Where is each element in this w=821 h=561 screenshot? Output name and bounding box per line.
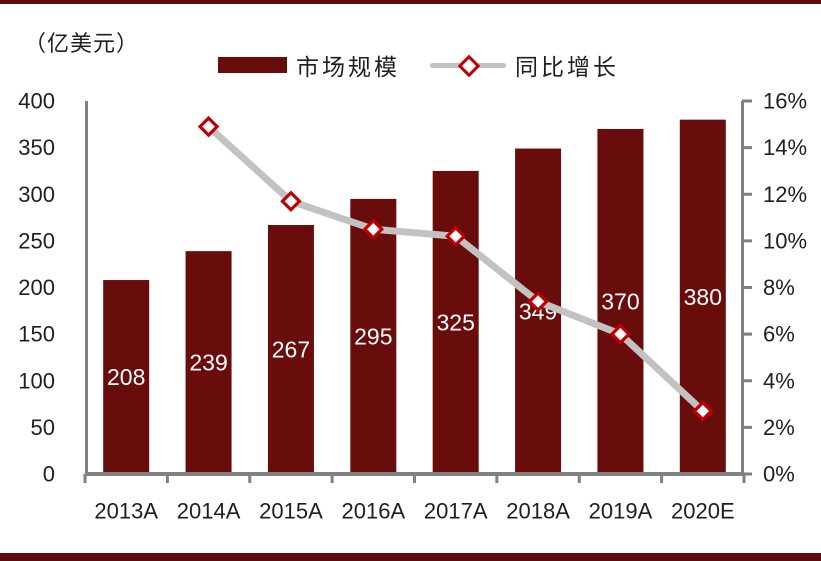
y-right-tick-label: 10% — [763, 228, 807, 253]
y-left-tick-label: 200 — [18, 275, 55, 300]
growth-marker — [444, 225, 467, 247]
growth-marker — [197, 115, 220, 138]
x-axis-label-2018A: 2018A — [506, 499, 570, 524]
axis-unit-label: （亿美元） — [24, 32, 140, 57]
y-right-tick-label: 0% — [763, 462, 795, 487]
x-axis-label-2014A: 2014A — [177, 499, 241, 524]
x-axis-label-2020E: 2020E — [671, 499, 735, 524]
legend-item-market-size: 市场规模 — [218, 50, 400, 81]
y-right-tick-label: 6% — [763, 322, 795, 347]
growth-marker — [362, 218, 385, 240]
bar-value-label-2015A: 267 — [272, 337, 310, 363]
bar-2016A — [350, 198, 397, 474]
bar-value-label-2020E: 380 — [684, 284, 722, 310]
bar-series-swatch — [218, 57, 287, 73]
y-right-tick-label: 2% — [763, 415, 795, 440]
y-right-tick-label: 14% — [763, 135, 807, 160]
line-series-label: 同比增长 — [515, 55, 619, 81]
bar-series-label: 市场规模 — [296, 55, 400, 81]
y-left-tick-label: 250 — [18, 228, 55, 253]
y-right-tick-label: 12% — [763, 182, 807, 207]
bar-2017A — [432, 170, 479, 474]
top-accent-rule — [0, 0, 821, 4]
y-right-tick-label: 8% — [763, 275, 795, 300]
bar-value-label-2016A: 295 — [354, 323, 392, 349]
x-axis-label-2019A: 2019A — [589, 499, 653, 524]
bar-value-label-2019A: 370 — [601, 288, 639, 314]
growth-marker — [609, 323, 632, 345]
bar-value-label-2013A: 208 — [107, 364, 145, 390]
bar-value-label-2017A: 325 — [437, 309, 475, 335]
bar-2013A — [103, 280, 150, 474]
x-axis-label-2016A: 2016A — [342, 499, 406, 524]
bar-2015A — [267, 225, 314, 474]
bar-2019A — [597, 128, 644, 474]
growth-marker — [692, 400, 714, 422]
y-left-tick-label: 100 — [18, 368, 55, 393]
growth-marker — [527, 290, 549, 313]
x-axis-label-2017A: 2017A — [424, 499, 488, 524]
growth-marker — [280, 190, 302, 213]
y-right-tick-label: 16% — [763, 89, 807, 114]
y-left-tick-label: 50 — [31, 415, 55, 440]
legend-item-yoy-growth: 同比增长 — [430, 50, 619, 81]
line-series-swatch — [430, 54, 506, 78]
bottom-accent-rule — [0, 553, 821, 561]
y-left-tick-label: 0 — [43, 462, 55, 487]
y-left-tick-label: 300 — [18, 182, 55, 207]
y-right-tick-label: 4% — [763, 368, 795, 393]
bar-2014A — [185, 251, 232, 474]
y-left-tick-label: 350 — [18, 135, 55, 160]
y-left-tick-label: 400 — [18, 89, 55, 114]
x-axis-label-2015A: 2015A — [259, 499, 323, 524]
x-axis-label-2013A: 2013A — [94, 499, 158, 524]
bar-value-label-2014A: 239 — [189, 350, 227, 376]
y-left-tick-label: 150 — [18, 322, 55, 347]
